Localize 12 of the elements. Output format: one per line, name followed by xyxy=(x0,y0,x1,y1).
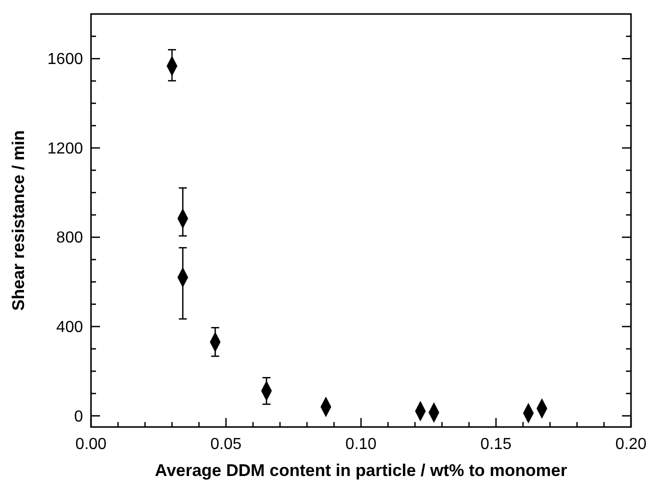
y-tick-label: 0 xyxy=(74,408,84,426)
x-axis-title: Average DDM content in particle / wt% to monomer xyxy=(154,461,568,480)
y-axis-title: Shear resistance / min xyxy=(9,130,28,311)
y-tick-label: 1200 xyxy=(47,140,84,158)
x-tick-label: 0.00 xyxy=(75,436,107,453)
y-tick-label: 800 xyxy=(56,230,84,247)
y-tick-label: 1600 xyxy=(47,51,84,68)
y-tick-label: 400 xyxy=(56,319,84,336)
x-tick-label: 0.10 xyxy=(345,436,377,453)
x-tick-label: 0.05 xyxy=(210,436,242,453)
x-tick-label: 0.20 xyxy=(615,436,647,453)
x-tick-label: 0.15 xyxy=(480,436,512,453)
